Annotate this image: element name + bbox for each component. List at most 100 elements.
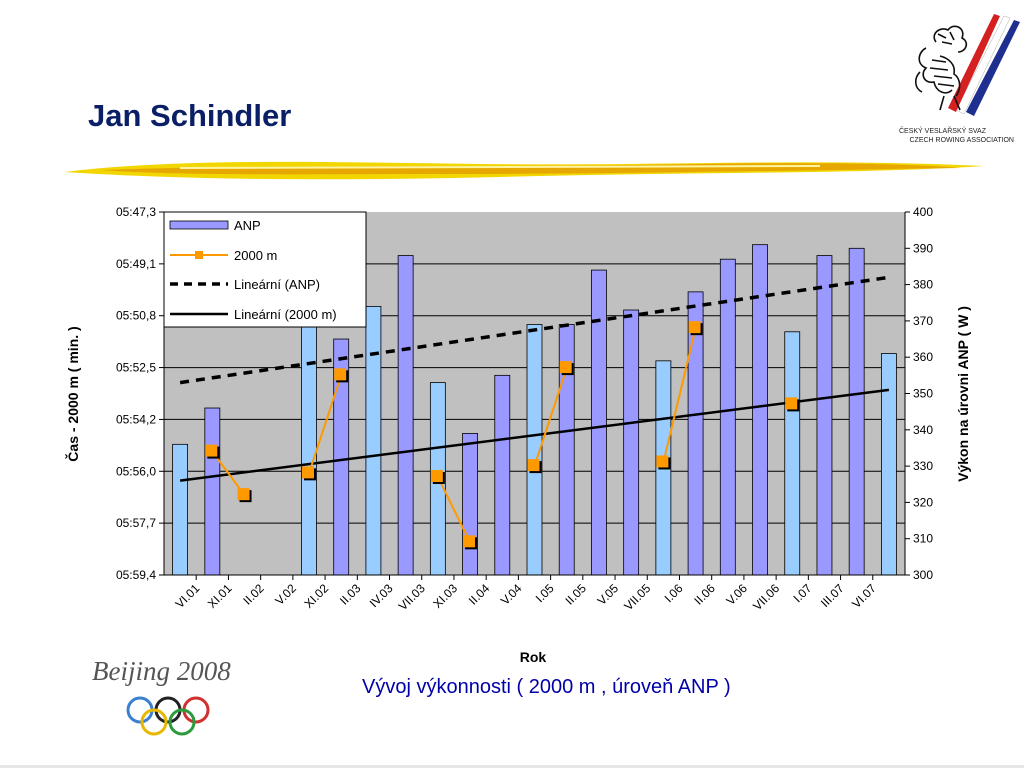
anp-bar <box>365 305 382 576</box>
anp-bar <box>172 443 189 576</box>
x-tick-label: V.04 <box>498 581 525 608</box>
right-tick-label: 330 <box>913 459 933 473</box>
olympic-ring-yellow <box>140 708 168 736</box>
x-tick-label: II.06 <box>691 581 718 608</box>
logo-text-czech: ČESKÝ VESLAŘSKÝ SVAZ <box>898 128 986 135</box>
right-tick-label: 340 <box>913 423 933 437</box>
trend-line-2000m <box>179 388 890 482</box>
series-2000m-segment <box>308 375 343 474</box>
anp-bar <box>494 374 511 576</box>
x-ticks: VI.01 XI.01 II.02 V.02 XI.02 II.03 IV.03 VII.03… <box>173 575 879 613</box>
series-2000m-marker <box>463 535 476 548</box>
left-tick-label: 05:50,8 <box>116 309 156 323</box>
x-tick-label: IV.03 <box>367 581 396 610</box>
x-tick-label: I.06 <box>662 581 686 605</box>
left-tick-label: 05:54,2 <box>116 412 156 426</box>
right-ticks: 300 310 320 330 340 350 360 370 380 390 400 <box>905 205 933 582</box>
beijing-logo-text: Beijing 2008 <box>92 656 231 686</box>
right-tick-label: 380 <box>913 278 933 292</box>
anp-bar <box>591 269 607 576</box>
series-2000m <box>205 321 800 550</box>
x-tick-label: V.05 <box>595 581 622 608</box>
right-tick-label: 350 <box>913 387 933 401</box>
legend-label-anp: ANP <box>234 218 261 233</box>
right-tick-label: 310 <box>913 532 933 546</box>
trend-lines <box>179 275 890 482</box>
anp-bar <box>623 309 640 576</box>
left-tick-label: 05:59,4 <box>116 568 156 582</box>
anp-bar <box>719 258 736 576</box>
right-tick-label: 400 <box>913 205 933 219</box>
logo-text-english: CZECH ROWING ASSOCIATION <box>909 137 1015 144</box>
legend-swatch-anp <box>169 220 229 230</box>
anp-bar <box>752 244 768 576</box>
x-tick-label: II.03 <box>337 581 364 608</box>
anp-bar <box>204 407 221 576</box>
series-2000m-marker <box>688 321 701 334</box>
x-tick-label: I.07 <box>790 581 814 605</box>
left-tick-label: 05:52,5 <box>116 361 156 375</box>
footer-divider <box>0 765 1024 768</box>
series-2000m-marker <box>237 488 250 501</box>
beijing-2008-olympic-logo: Beijing 2008 <box>92 656 231 736</box>
series-2000m-marker <box>559 361 572 374</box>
right-tick-label: 300 <box>913 568 933 582</box>
x-tick-label: XI.03 <box>430 581 460 611</box>
x-tick-label: III.07 <box>818 581 847 610</box>
anp-bar <box>462 433 478 576</box>
x-tick-label: VII.06 <box>750 581 782 613</box>
anp-bar <box>816 255 833 576</box>
chart-caption: Vývoj výkonnosti ( 2000 m , úroveň ANP ) <box>362 676 731 698</box>
anp-bar <box>784 331 801 576</box>
rowing-association-logo: ČESKÝ VESLAŘSKÝ SVAZ CZECH ROWING ASSOCI… <box>896 12 1020 144</box>
series-2000m-marker <box>205 444 218 457</box>
right-tick-label: 390 <box>913 241 933 255</box>
legend-marker-2000m <box>195 251 203 259</box>
x-tick-label: I.05 <box>533 581 557 605</box>
x-tick-label: VI.07 <box>849 581 879 611</box>
legend-label-trend-anp: Lineární (ANP) <box>234 277 320 292</box>
legend: ANP 2000 m Lineární (ANP) Lineární (2000… <box>163 211 367 328</box>
x-tick-label: XI.01 <box>205 581 235 611</box>
right-tick-label: 370 <box>913 314 933 328</box>
legend-label-trend-2000m: Lineární (2000 m) <box>234 307 337 322</box>
x-axis-title: Rok <box>520 649 547 665</box>
series-2000m-segment <box>533 367 568 467</box>
anp-bar <box>880 353 897 576</box>
trend-line-anp <box>179 275 890 385</box>
series-2000m-marker <box>527 459 540 472</box>
series-2000m-marker <box>430 469 443 482</box>
left-tick-label: 05:47,3 <box>116 205 156 219</box>
right-tick-label: 320 <box>913 495 933 509</box>
series-2000m-segment <box>662 327 697 463</box>
series-2000m-marker <box>785 397 798 410</box>
left-tick-label: 05:57,7 <box>116 516 156 530</box>
left-tick-label: 05:56,0 <box>116 464 156 478</box>
x-tick-label: II.05 <box>563 581 590 608</box>
slide-title: Jan Schindler <box>88 98 292 133</box>
performance-chart: 05:47,3 05:49,1 05:50,8 05:52,5 05:54,2 05:56… <box>64 205 971 665</box>
legend-label-2000m: 2000 m <box>234 248 277 263</box>
x-tick-label: VII.03 <box>396 581 428 613</box>
left-tick-label: 05:49,1 <box>116 257 156 271</box>
x-tick-label: VI.01 <box>173 581 203 611</box>
left-ticks: 05:47,3 05:49,1 05:50,8 05:52,5 05:54,2 05:56… <box>116 205 164 582</box>
series-2000m-segment <box>436 476 471 543</box>
x-tick-label: II.04 <box>466 581 493 608</box>
x-tick-label: II.02 <box>240 581 267 608</box>
lion-flag-icon <box>914 14 1020 116</box>
series-2000m-marker <box>301 466 314 479</box>
x-tick-label: VII.05 <box>621 581 653 613</box>
anp-bar <box>397 255 414 576</box>
y-axis-title: Čas - 2000 m ( min. ) <box>64 326 81 461</box>
series-2000m-marker <box>656 455 669 468</box>
right-tick-label: 360 <box>913 350 933 364</box>
series-2000m-marker <box>334 368 347 381</box>
series-2000m-segment <box>211 450 246 496</box>
gold-brush-stroke <box>64 161 984 180</box>
y2-axis-title: Výkon na úrovni ANP ( W ) <box>955 306 971 482</box>
x-tick-label: V.06 <box>723 581 750 608</box>
anp-bar <box>848 247 865 576</box>
x-tick-label: XI.02 <box>301 581 331 611</box>
x-tick-label: V.02 <box>272 581 299 608</box>
